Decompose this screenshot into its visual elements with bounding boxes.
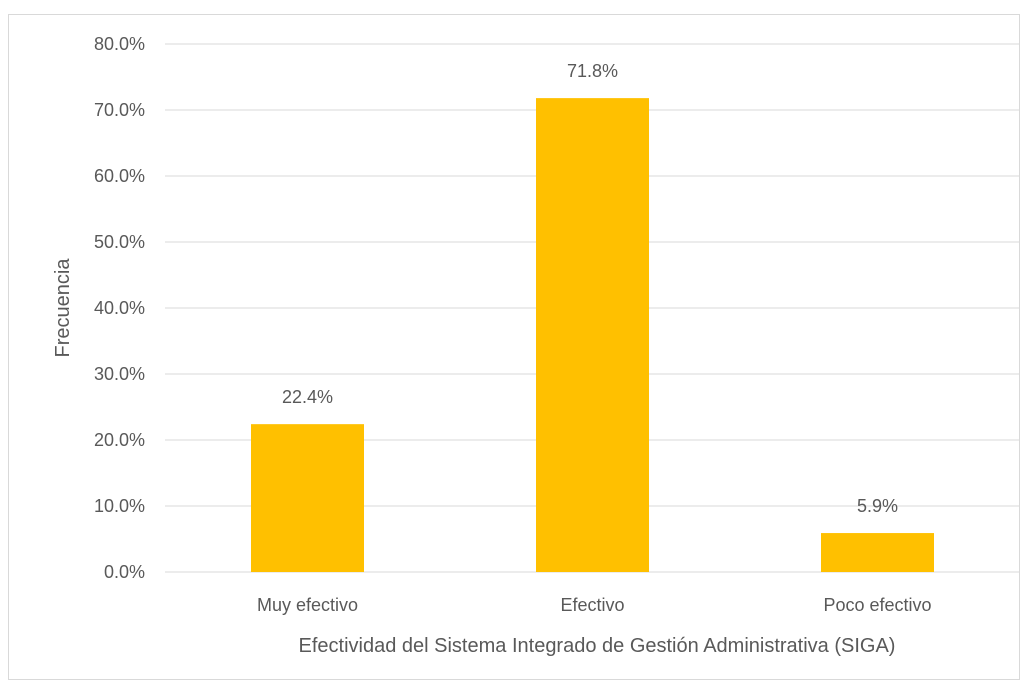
y-tick-label: 70.0% <box>94 100 145 120</box>
y-tick-label: 60.0% <box>94 166 145 186</box>
y-tick-label: 30.0% <box>94 364 145 384</box>
x-category-label: Efectivo <box>560 595 624 615</box>
y-tick-label: 40.0% <box>94 298 145 318</box>
data-label: 22.4% <box>282 387 333 407</box>
x-axis-title: Efectividad del Sistema Integrado de Ges… <box>299 635 896 657</box>
x-category-label: Poco efectivo <box>823 595 931 615</box>
y-tick-label: 80.0% <box>94 34 145 54</box>
bar <box>536 98 649 573</box>
bars <box>251 98 934 573</box>
x-category-label: Muy efectivo <box>257 595 358 615</box>
y-tick-label: 20.0% <box>94 430 145 450</box>
data-label: 5.9% <box>857 496 898 516</box>
y-tick-label: 10.0% <box>94 496 145 516</box>
y-axis-title: Frecuencia <box>52 258 74 358</box>
x-axis-categories: Muy efectivo Efectivo Poco efectivo <box>257 595 932 615</box>
y-tick-label: 0.0% <box>104 562 145 582</box>
bar <box>821 533 934 572</box>
bar <box>251 424 364 572</box>
y-axis-ticks: 0.0% 10.0% 20.0% 30.0% 40.0% 50.0% 60.0% 70.0% 8… <box>94 34 145 582</box>
data-labels: 22.4% 71.8% 5.9% <box>282 61 898 516</box>
y-tick-label: 50.0% <box>94 232 145 252</box>
data-label: 71.8% <box>567 61 618 81</box>
